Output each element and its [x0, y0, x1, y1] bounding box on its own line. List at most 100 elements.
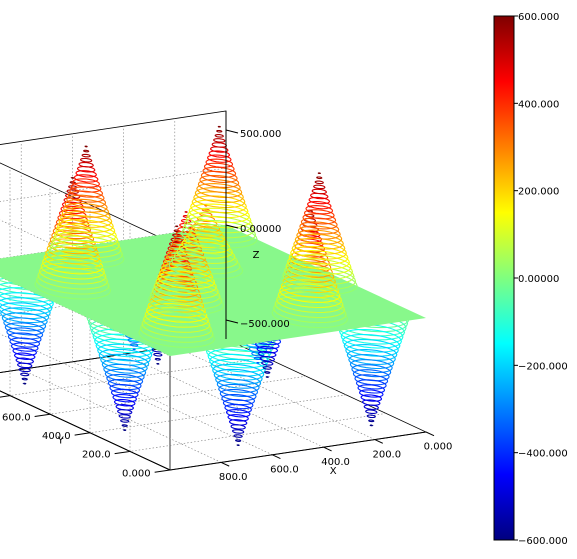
y-tick	[34, 413, 51, 417]
contour-ring	[200, 170, 238, 183]
contour-ring	[310, 192, 329, 200]
contour-ring	[73, 174, 99, 183]
colorbar-tick-label: 600.000	[518, 12, 559, 23]
contour-ring	[35, 271, 110, 295]
colorbar-tick-label: 0.00000	[518, 274, 559, 285]
contour-ring	[148, 290, 225, 315]
z-tick-label: 500.000	[240, 129, 281, 140]
contour-ring	[139, 319, 214, 343]
contour-ring	[280, 270, 358, 295]
contour-ring	[9, 337, 41, 348]
contour-ring	[285, 258, 354, 280]
axes: 0.000 200.0 400.0 600.0 800.0 X 0.000 200.0 400.…	[0, 111, 452, 483]
x-tick-label: 0.000	[424, 442, 453, 453]
contour-ring	[214, 134, 224, 138]
contour-ring	[121, 424, 128, 427]
contour-ring	[100, 353, 150, 370]
contour-ring	[109, 383, 141, 395]
contour-ring	[311, 188, 328, 195]
contour-ring	[141, 315, 212, 338]
contour-ring	[346, 349, 396, 365]
contour-ring	[369, 424, 374, 427]
contour-ring	[20, 372, 30, 377]
contour-ring	[256, 361, 260, 364]
contour-ring	[186, 230, 226, 244]
gridline-y	[9, 167, 267, 396]
contour-ring	[224, 404, 252, 414]
y-tick-label: 600.0	[2, 412, 31, 423]
contour-ring	[52, 226, 93, 240]
contour-ring	[308, 196, 331, 205]
contour-ring	[38, 262, 107, 285]
y-tick	[114, 450, 131, 455]
contour-ring	[197, 178, 241, 194]
contour-ring	[101, 358, 148, 374]
contour-ring	[215, 373, 262, 389]
contour-ring	[207, 154, 232, 163]
z-tick	[225, 319, 239, 324]
x-tick	[220, 461, 230, 467]
x-tick-label: 400.0	[321, 457, 350, 468]
contour-ring	[176, 244, 236, 264]
z-axis-label: Z	[253, 250, 260, 261]
contour-ring	[81, 153, 91, 158]
contour-ring	[207, 348, 269, 369]
contour-ring	[184, 215, 255, 239]
contour-ring	[282, 266, 357, 290]
colorbar-tick-label: 400.000	[518, 99, 559, 110]
x-tick-label: 600.0	[270, 465, 299, 476]
contour-ring	[104, 368, 145, 382]
contour-ring	[236, 444, 240, 447]
z-tick	[225, 224, 239, 229]
contour-ring	[265, 376, 270, 378]
x-tick	[272, 454, 281, 459]
contour-ring	[132, 348, 136, 351]
contour-ring	[54, 222, 92, 235]
contour-ring	[185, 211, 254, 234]
colorbar-tick-label: −200.000	[518, 361, 568, 372]
contour-ring	[357, 384, 386, 394]
contour-ring	[351, 364, 392, 378]
contour-ring	[76, 166, 96, 173]
contour-ring	[256, 345, 279, 354]
y-axis-label: Y	[57, 436, 65, 447]
contour-ring	[363, 404, 380, 410]
contour-ring	[216, 378, 260, 393]
contour-ring	[227, 414, 249, 422]
contour-ring	[271, 303, 349, 329]
contour-ring	[251, 351, 265, 357]
contour-ring	[118, 414, 131, 419]
contour-ring	[122, 429, 127, 431]
y-tick-label: 200.0	[82, 450, 111, 461]
contour-ring	[130, 343, 139, 347]
gridline-x	[72, 133, 273, 456]
gridline-x	[20, 141, 222, 463]
contour-ring	[50, 235, 122, 259]
contour-ring	[112, 394, 137, 403]
x-tick-label: 200.0	[372, 449, 401, 460]
contour-ring	[61, 201, 84, 209]
x-axis-line	[169, 431, 427, 471]
contour-ring	[196, 183, 243, 199]
contour-ring	[216, 129, 223, 133]
contour-ring	[355, 379, 387, 390]
contour-ring	[4, 322, 45, 336]
contour-ring	[230, 424, 246, 430]
contour-ring	[297, 225, 341, 240]
contour-ring	[313, 184, 326, 190]
contour-ring	[110, 388, 139, 399]
y-axis-line	[0, 390, 171, 471]
z-tick	[225, 129, 239, 134]
contour-ring	[359, 389, 384, 398]
contour-ring	[0, 297, 53, 315]
contour-ring	[232, 429, 245, 434]
contour-ring	[37, 266, 108, 290]
contour-ring	[184, 211, 188, 213]
contour-ring	[34, 275, 112, 300]
contour-ring	[276, 291, 344, 314]
contour-ring	[284, 262, 355, 285]
colorbar-tick-label: −400.000	[518, 449, 568, 460]
contour-ring	[317, 172, 322, 175]
x-tick	[425, 431, 435, 437]
